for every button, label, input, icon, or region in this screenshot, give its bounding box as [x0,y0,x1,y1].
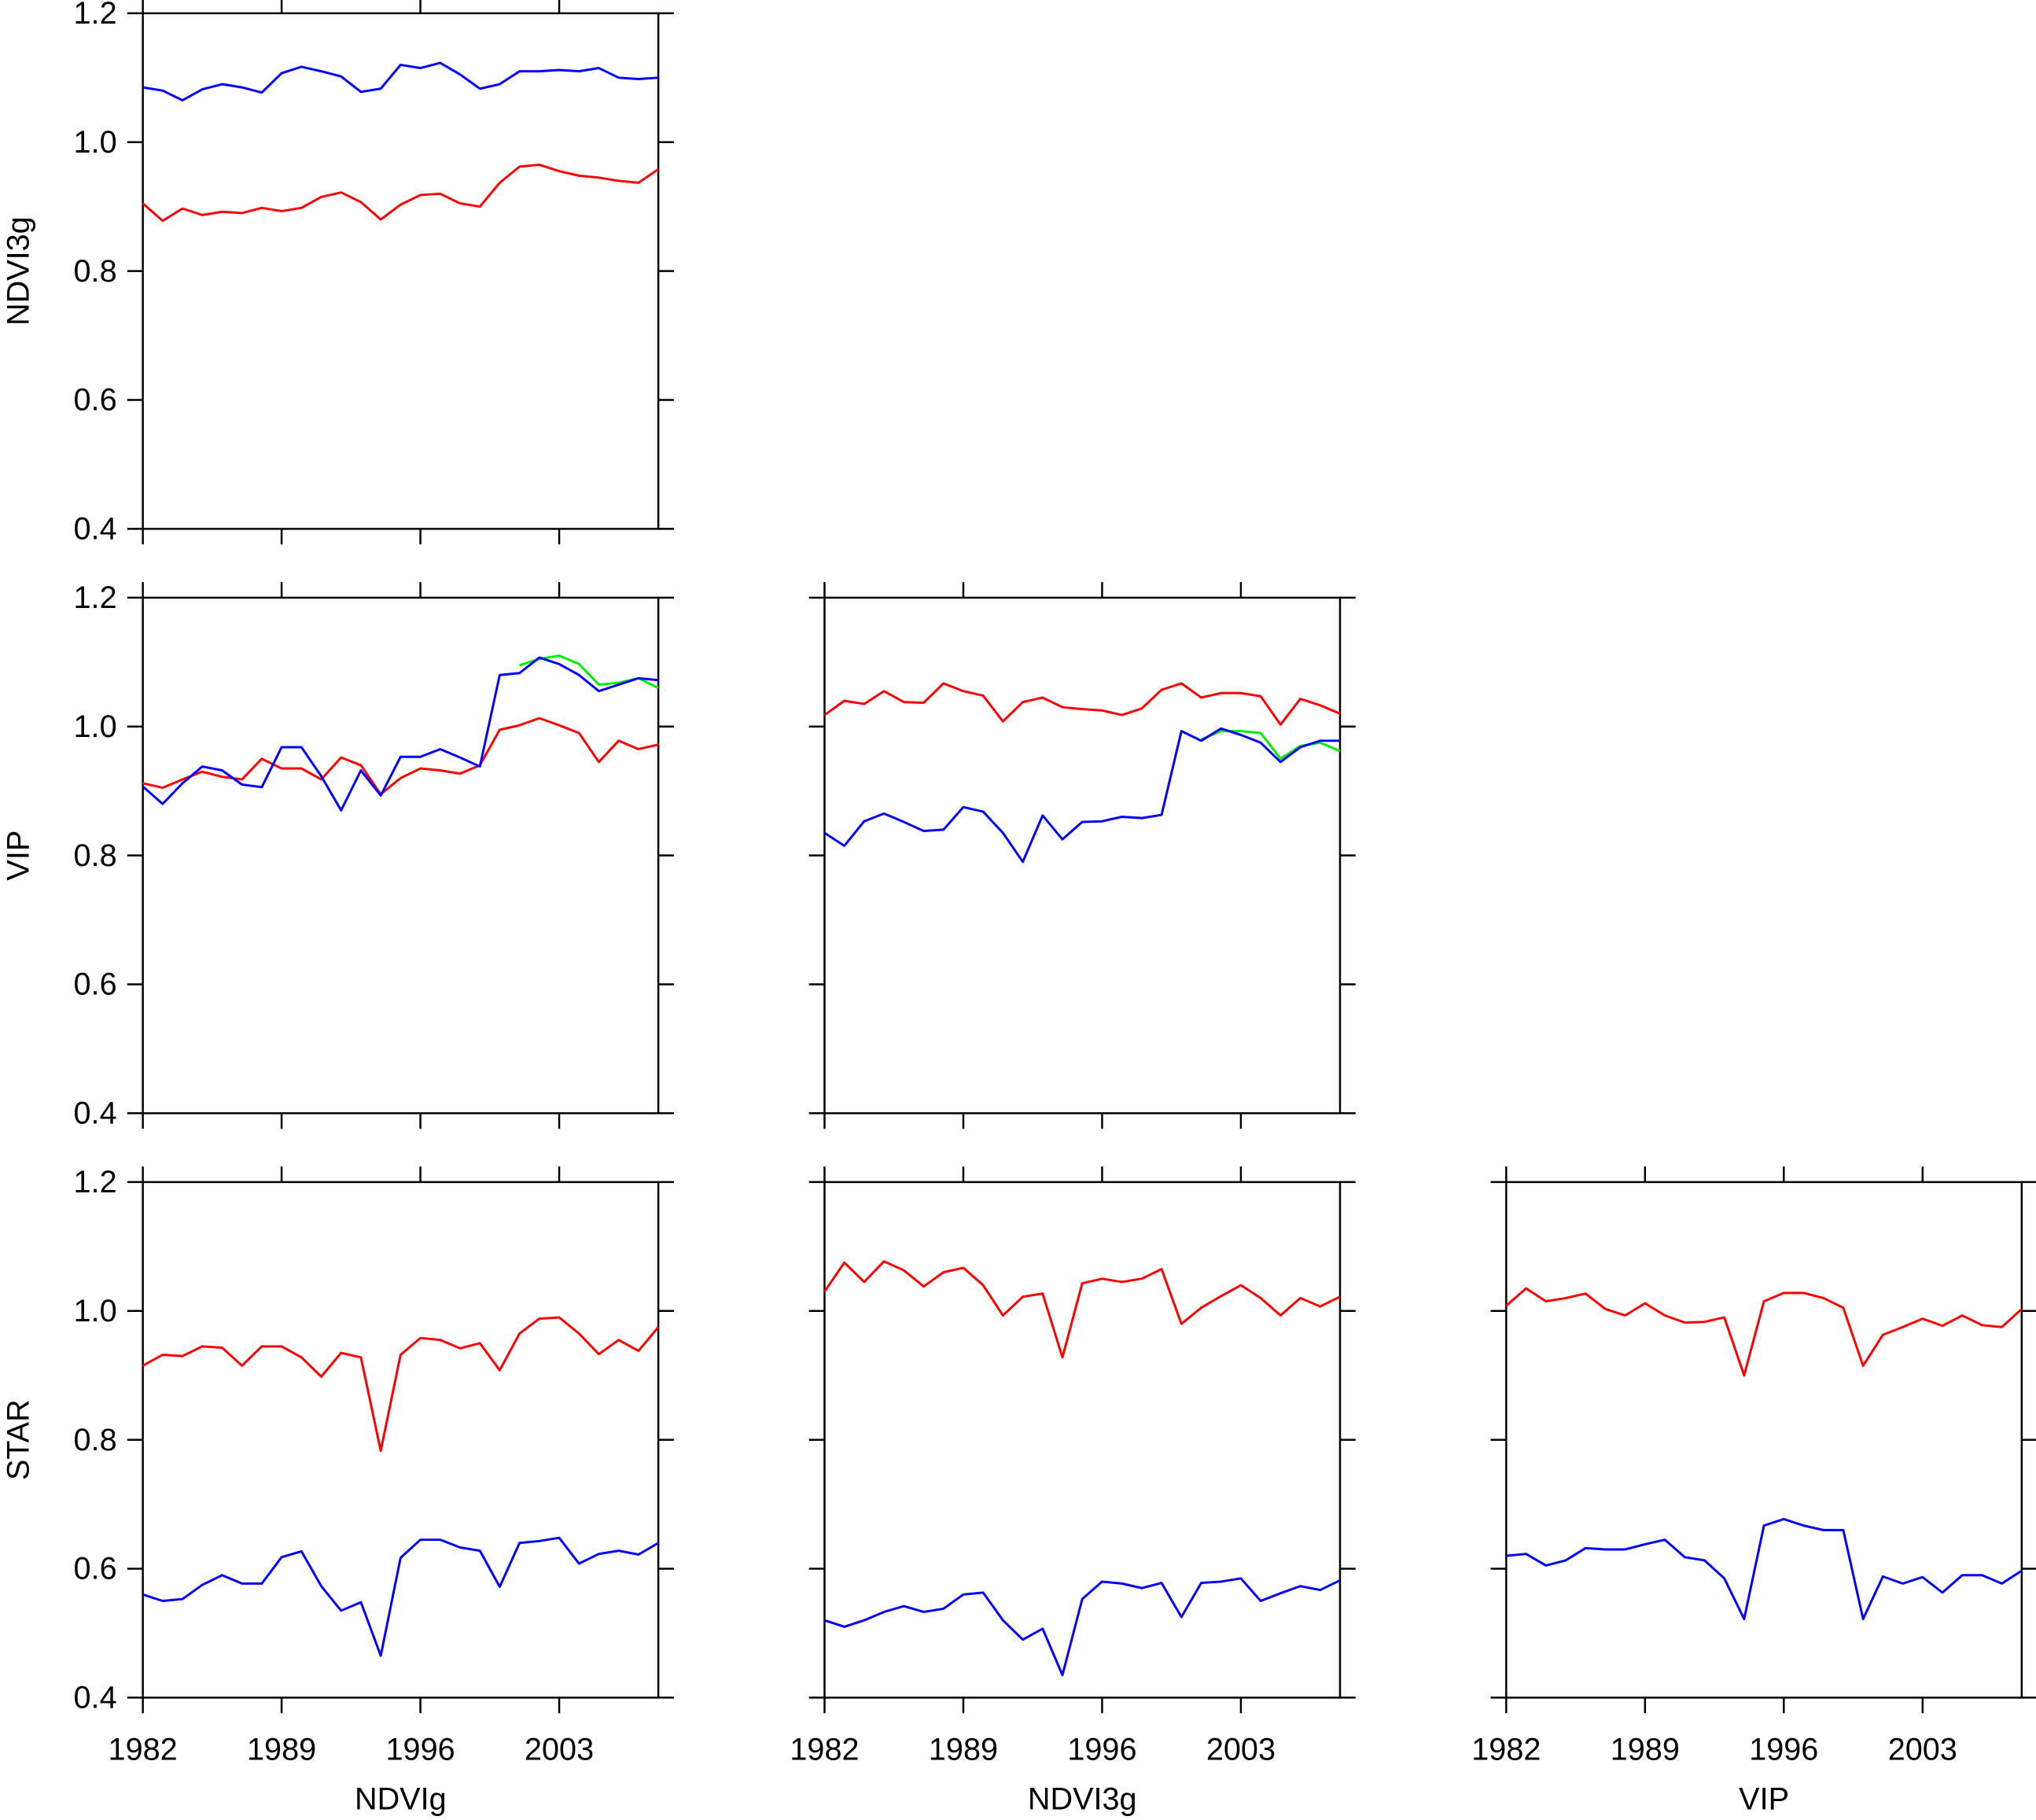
plot-frame [142,596,660,1114]
plot-frame [142,12,660,530]
data-line [824,1577,1341,1677]
y-tick-label: 0.8 [74,1423,117,1457]
data-line [142,61,659,101]
x-tick-label: 1989 [247,1733,316,1767]
y-tick-label: 1.0 [74,125,117,160]
y-axis-label: NDVI3g [1,216,35,326]
plot-frame [142,1181,660,1699]
y-tick-label: 0.4 [74,1681,117,1715]
y-tick-label: 0.6 [74,383,117,418]
y-tick-label: 0.8 [74,254,117,289]
data-line [142,1316,660,1453]
x-tick-label: 1989 [929,1733,998,1767]
x-axis-label: VIP [1739,1781,1789,1816]
y-tick-label: 1.2 [74,0,117,31]
data-line [823,682,1341,726]
y-tick-label: 1.2 [74,580,117,615]
x-axis-label: NDVIg [355,1781,447,1816]
x-tick-label: 1996 [1067,1733,1136,1767]
y-axis-label: STAR [1,1399,35,1480]
x-tick-label: 2003 [1206,1733,1276,1767]
y-axis-label: VIP [1,831,35,881]
x-tick-label: 1989 [1611,1733,1680,1767]
x-tick-label: 1996 [386,1733,455,1767]
data-line [1200,730,1341,761]
x-axis-label: NDVI3g [1028,1781,1137,1816]
data-line [823,727,1340,864]
y-tick-label: 1.0 [74,1294,117,1328]
plot-frame [823,596,1342,1114]
y-tick-label: 0.4 [74,512,117,547]
data-line [142,163,659,223]
x-tick-label: 1996 [1749,1733,1818,1767]
y-tick-label: 0.8 [74,838,117,873]
y-tick-label: 0.6 [74,967,117,1002]
plot-frame [823,1181,1342,1699]
plot-frame [1505,1181,2023,1699]
data-line [142,1536,659,1657]
data-line [1506,1517,2023,1620]
data-line [823,1260,1341,1359]
y-tick-label: 0.4 [74,1096,117,1131]
y-tick-label: 0.6 [74,1552,117,1586]
y-tick-label: 1.0 [74,709,117,744]
x-tick-label: 1982 [1471,1733,1541,1767]
data-line [1505,1287,2023,1377]
data-line [142,717,659,796]
x-tick-label: 2003 [525,1733,594,1767]
y-tick-label: 1.2 [74,1165,117,1199]
data-line [142,656,659,812]
x-tick-label: 2003 [1888,1733,1957,1767]
x-tick-label: 1982 [109,1733,178,1767]
x-tick-label: 1982 [790,1733,859,1767]
